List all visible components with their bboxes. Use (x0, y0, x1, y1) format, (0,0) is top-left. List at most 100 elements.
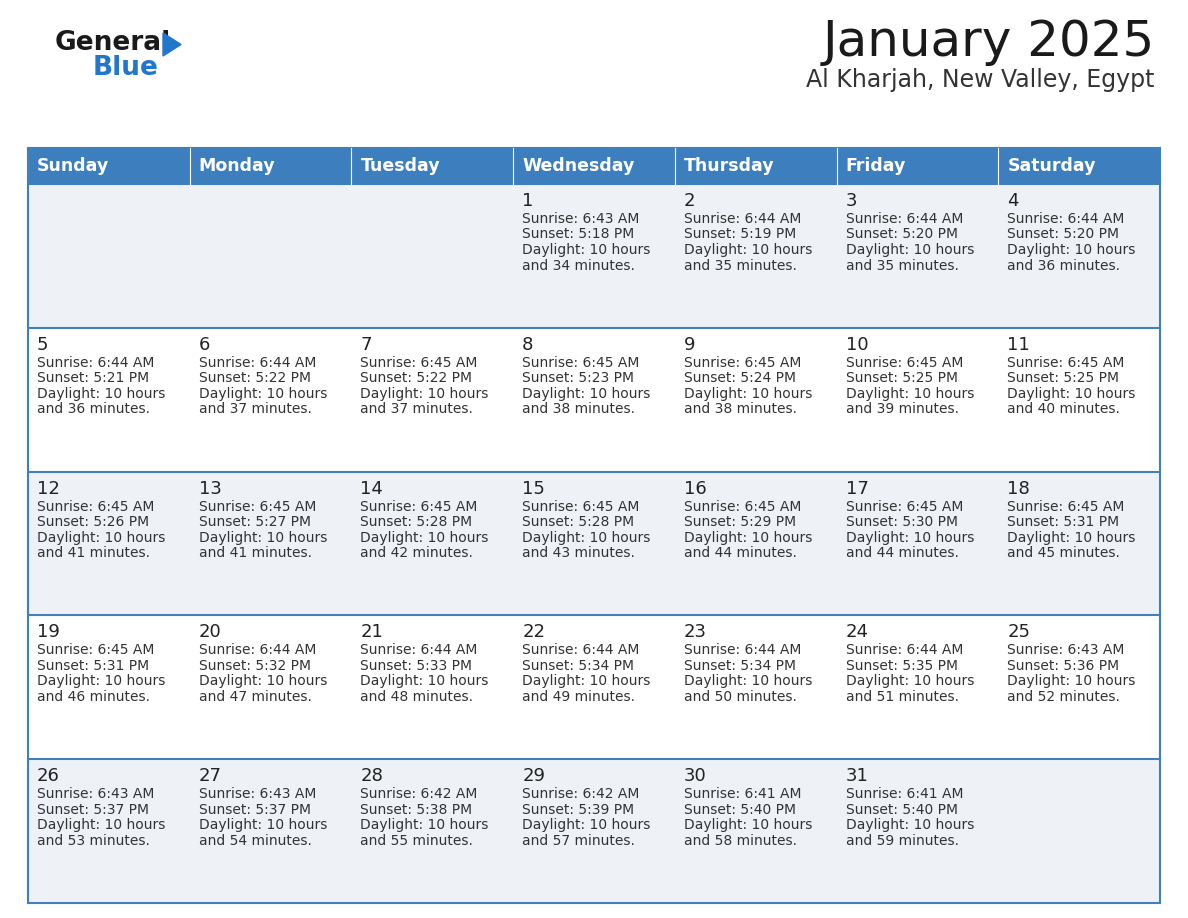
Text: Sunset: 5:26 PM: Sunset: 5:26 PM (37, 515, 150, 529)
Text: Sunset: 5:40 PM: Sunset: 5:40 PM (684, 802, 796, 817)
Bar (675, 148, 836, 184)
Text: Daylight: 10 hours: Daylight: 10 hours (1007, 243, 1136, 257)
Text: Daylight: 10 hours: Daylight: 10 hours (198, 675, 327, 688)
Text: Sunset: 5:37 PM: Sunset: 5:37 PM (37, 802, 148, 817)
Text: Al Kharjah, New Valley, Egypt: Al Kharjah, New Valley, Egypt (807, 68, 1155, 92)
Text: Sunrise: 6:44 AM: Sunrise: 6:44 AM (846, 644, 963, 657)
Text: and 41 minutes.: and 41 minutes. (37, 546, 150, 560)
Text: Sunrise: 6:45 AM: Sunrise: 6:45 AM (1007, 499, 1125, 513)
Text: Sunrise: 6:43 AM: Sunrise: 6:43 AM (1007, 644, 1125, 657)
Text: Daylight: 10 hours: Daylight: 10 hours (198, 531, 327, 544)
Text: Sunset: 5:32 PM: Sunset: 5:32 PM (198, 659, 311, 673)
Text: Sunset: 5:27 PM: Sunset: 5:27 PM (198, 515, 311, 529)
Text: and 35 minutes.: and 35 minutes. (846, 259, 959, 273)
Text: Sunrise: 6:42 AM: Sunrise: 6:42 AM (523, 788, 639, 801)
Text: and 44 minutes.: and 44 minutes. (846, 546, 959, 560)
Text: 26: 26 (37, 767, 59, 785)
Text: 7: 7 (360, 336, 372, 353)
Bar (29, 328, 1159, 472)
Text: and 38 minutes.: and 38 minutes. (684, 402, 797, 416)
Text: Sunday: Sunday (37, 157, 109, 175)
Text: Daylight: 10 hours: Daylight: 10 hours (846, 243, 974, 257)
Text: Daylight: 10 hours: Daylight: 10 hours (198, 818, 327, 833)
Text: Sunset: 5:37 PM: Sunset: 5:37 PM (198, 802, 311, 817)
Text: and 35 minutes.: and 35 minutes. (684, 259, 797, 273)
Text: Daylight: 10 hours: Daylight: 10 hours (846, 818, 974, 833)
Text: and 38 minutes.: and 38 minutes. (523, 402, 636, 416)
Text: Daylight: 10 hours: Daylight: 10 hours (523, 675, 651, 688)
Text: Sunset: 5:34 PM: Sunset: 5:34 PM (523, 659, 634, 673)
Text: 20: 20 (198, 623, 221, 642)
Bar (352, 148, 513, 184)
Text: 17: 17 (846, 479, 868, 498)
Text: 11: 11 (1007, 336, 1030, 353)
Text: 25: 25 (1007, 623, 1030, 642)
Text: Daylight: 10 hours: Daylight: 10 hours (846, 675, 974, 688)
Text: and 36 minutes.: and 36 minutes. (37, 402, 150, 416)
Text: and 57 minutes.: and 57 minutes. (523, 834, 636, 847)
Text: 19: 19 (37, 623, 59, 642)
Text: Sunrise: 6:45 AM: Sunrise: 6:45 AM (846, 356, 963, 370)
Text: Sunrise: 6:44 AM: Sunrise: 6:44 AM (846, 212, 963, 226)
Text: and 42 minutes.: and 42 minutes. (360, 546, 473, 560)
Text: Daylight: 10 hours: Daylight: 10 hours (684, 531, 813, 544)
Text: Daylight: 10 hours: Daylight: 10 hours (360, 818, 488, 833)
Text: Sunrise: 6:43 AM: Sunrise: 6:43 AM (198, 788, 316, 801)
Text: and 50 minutes.: and 50 minutes. (684, 690, 797, 704)
Text: Sunrise: 6:45 AM: Sunrise: 6:45 AM (37, 644, 154, 657)
Text: 24: 24 (846, 623, 868, 642)
Text: Sunset: 5:31 PM: Sunset: 5:31 PM (1007, 515, 1119, 529)
Text: and 52 minutes.: and 52 minutes. (1007, 690, 1120, 704)
Text: and 51 minutes.: and 51 minutes. (846, 690, 959, 704)
Text: Sunrise: 6:41 AM: Sunrise: 6:41 AM (846, 788, 963, 801)
Text: Daylight: 10 hours: Daylight: 10 hours (37, 386, 165, 401)
Text: Thursday: Thursday (684, 157, 775, 175)
Text: Sunset: 5:21 PM: Sunset: 5:21 PM (37, 371, 150, 386)
Text: Sunrise: 6:44 AM: Sunrise: 6:44 AM (37, 356, 154, 370)
Text: and 53 minutes.: and 53 minutes. (37, 834, 150, 847)
Text: Sunset: 5:24 PM: Sunset: 5:24 PM (684, 371, 796, 386)
Text: Friday: Friday (846, 157, 906, 175)
Text: Sunset: 5:33 PM: Sunset: 5:33 PM (360, 659, 473, 673)
Text: Sunset: 5:25 PM: Sunset: 5:25 PM (1007, 371, 1119, 386)
Text: Daylight: 10 hours: Daylight: 10 hours (523, 243, 651, 257)
Text: Sunset: 5:40 PM: Sunset: 5:40 PM (846, 802, 958, 817)
Text: and 40 minutes.: and 40 minutes. (1007, 402, 1120, 416)
Text: and 37 minutes.: and 37 minutes. (198, 402, 311, 416)
Text: 10: 10 (846, 336, 868, 353)
Text: Daylight: 10 hours: Daylight: 10 hours (523, 386, 651, 401)
Text: Sunrise: 6:44 AM: Sunrise: 6:44 AM (198, 356, 316, 370)
Text: Sunrise: 6:42 AM: Sunrise: 6:42 AM (360, 788, 478, 801)
Text: 14: 14 (360, 479, 384, 498)
Text: Sunrise: 6:45 AM: Sunrise: 6:45 AM (523, 356, 639, 370)
Text: Sunset: 5:28 PM: Sunset: 5:28 PM (360, 515, 473, 529)
Polygon shape (163, 33, 181, 56)
Text: 2: 2 (684, 192, 695, 210)
Text: Daylight: 10 hours: Daylight: 10 hours (360, 675, 488, 688)
Text: 23: 23 (684, 623, 707, 642)
Text: Blue: Blue (93, 55, 159, 81)
Text: and 49 minutes.: and 49 minutes. (523, 690, 636, 704)
Text: 13: 13 (198, 479, 222, 498)
Text: 27: 27 (198, 767, 222, 785)
Text: Daylight: 10 hours: Daylight: 10 hours (360, 531, 488, 544)
Text: Daylight: 10 hours: Daylight: 10 hours (523, 818, 651, 833)
Text: and 55 minutes.: and 55 minutes. (360, 834, 473, 847)
Text: Saturday: Saturday (1007, 157, 1095, 175)
Text: and 39 minutes.: and 39 minutes. (846, 402, 959, 416)
Text: 22: 22 (523, 623, 545, 642)
Text: Sunset: 5:38 PM: Sunset: 5:38 PM (360, 802, 473, 817)
Text: January 2025: January 2025 (823, 18, 1155, 66)
Text: 6: 6 (198, 336, 210, 353)
Text: Sunrise: 6:43 AM: Sunrise: 6:43 AM (37, 788, 154, 801)
Bar (29, 615, 1159, 759)
Text: 16: 16 (684, 479, 707, 498)
Text: Daylight: 10 hours: Daylight: 10 hours (846, 531, 974, 544)
Text: Wednesday: Wednesday (523, 157, 634, 175)
Bar (190, 148, 352, 184)
Text: Daylight: 10 hours: Daylight: 10 hours (198, 386, 327, 401)
Text: Sunrise: 6:43 AM: Sunrise: 6:43 AM (523, 212, 639, 226)
Text: and 58 minutes.: and 58 minutes. (684, 834, 797, 847)
Text: 12: 12 (37, 479, 59, 498)
Text: Sunrise: 6:44 AM: Sunrise: 6:44 AM (684, 212, 801, 226)
